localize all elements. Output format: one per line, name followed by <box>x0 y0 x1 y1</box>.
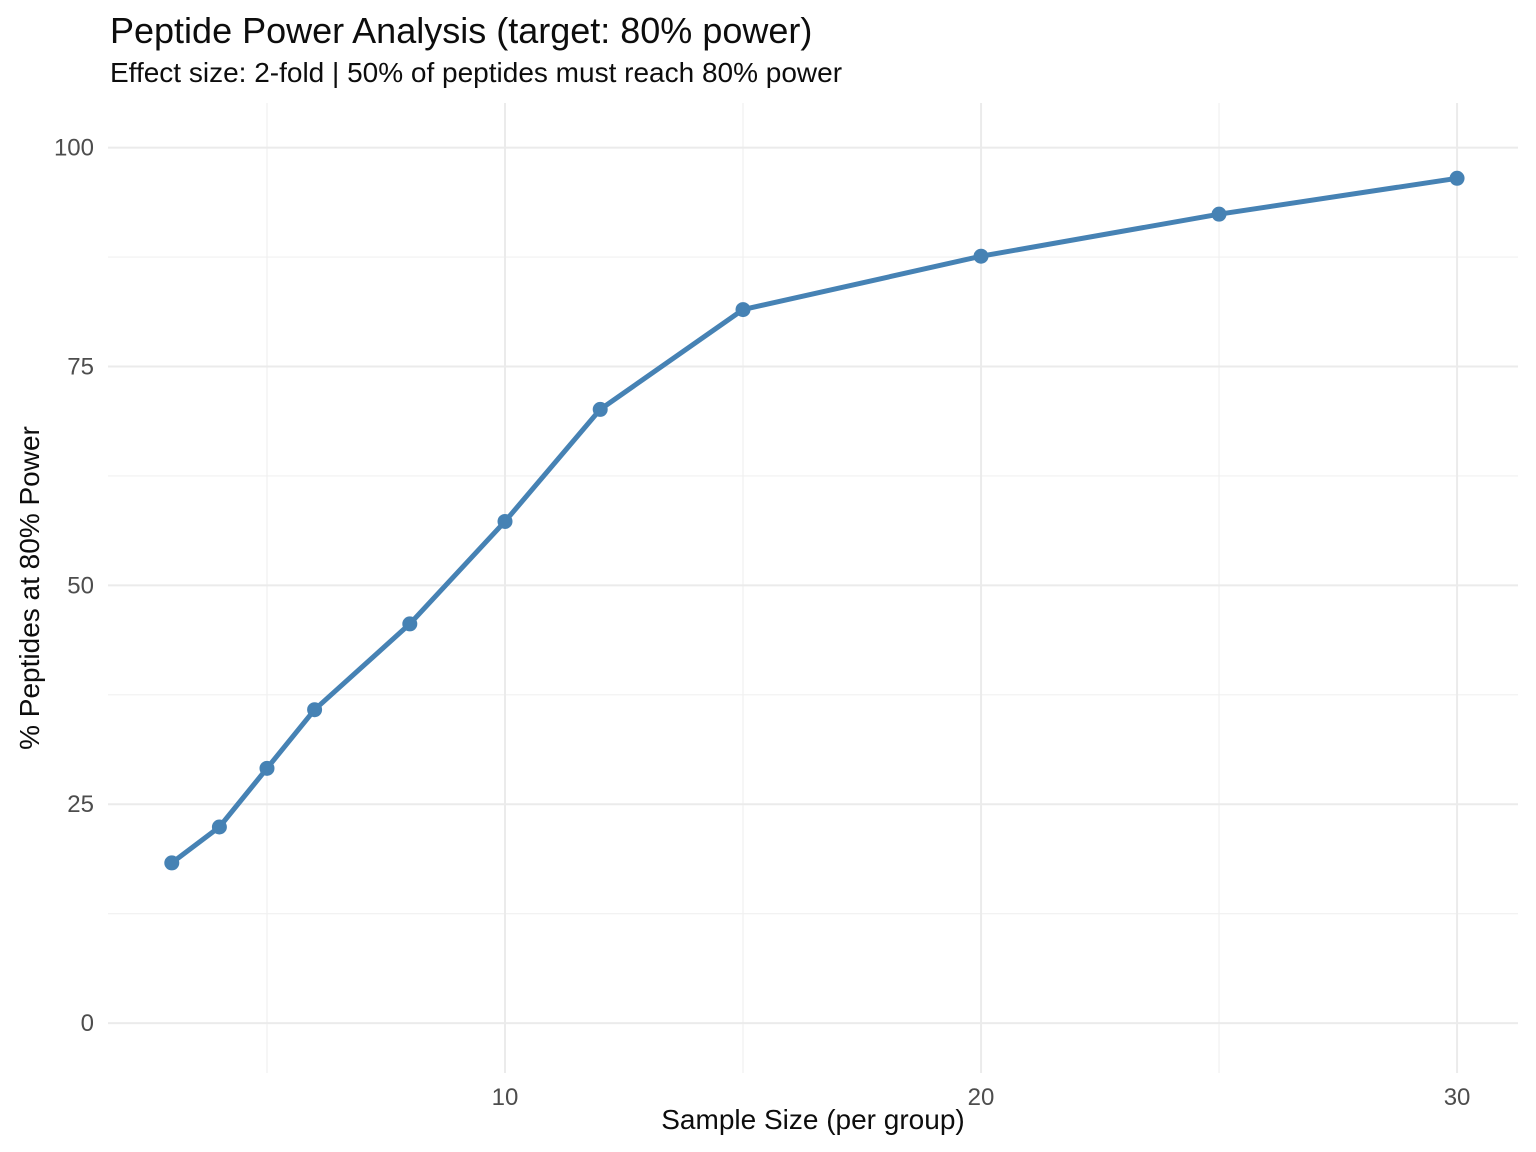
y-tick-label: 50 <box>67 572 94 599</box>
data-point <box>592 401 608 417</box>
y-tick-label: 0 <box>81 1010 94 1037</box>
data-point <box>307 702 323 718</box>
x-tick-label: 20 <box>968 1084 995 1111</box>
data-point <box>259 760 275 776</box>
data-point <box>164 855 180 871</box>
x-tick-label: 30 <box>1444 1084 1471 1111</box>
x-tick-label: 10 <box>492 1084 519 1111</box>
data-point <box>973 248 989 264</box>
chart-subtitle: Effect size: 2-fold | 50% of peptides mu… <box>110 57 843 88</box>
y-tick-label: 75 <box>67 354 94 381</box>
data-point <box>1449 170 1465 186</box>
data-point <box>735 302 751 318</box>
data-point <box>211 819 227 835</box>
data-point <box>497 513 513 529</box>
x-axis-title: Sample Size (per group) <box>661 1104 965 1135</box>
y-tick-label: 25 <box>67 791 94 818</box>
power-curve-line <box>169 175 1460 866</box>
chart-title: Peptide Power Analysis (target: 80% powe… <box>110 10 813 51</box>
y-axis-title: % Peptides at 80% Power <box>14 426 45 750</box>
data-point <box>1211 206 1227 222</box>
y-tick-label: 100 <box>54 135 94 162</box>
data-point <box>402 616 418 632</box>
